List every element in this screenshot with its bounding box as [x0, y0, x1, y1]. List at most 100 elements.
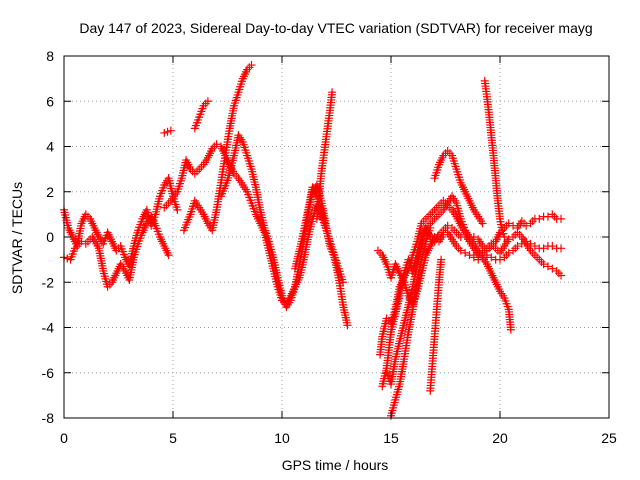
data-point	[273, 271, 282, 280]
data-point	[93, 230, 102, 239]
data-point	[111, 271, 120, 280]
data-point	[522, 237, 531, 246]
data-point	[164, 199, 173, 208]
data-point	[498, 291, 507, 300]
y-tick-label: 6	[46, 93, 54, 109]
grid-layer	[64, 56, 609, 418]
data-point	[129, 255, 138, 264]
data-point	[482, 90, 491, 99]
data-point	[432, 203, 441, 212]
data-point	[416, 222, 425, 231]
data-point	[543, 262, 552, 271]
data-point	[454, 244, 463, 253]
data-point	[246, 162, 255, 171]
data-point	[445, 149, 454, 158]
data-point	[455, 175, 464, 184]
x-tick-label: 20	[492, 430, 508, 446]
data-point	[268, 250, 277, 259]
data-point	[251, 180, 260, 189]
series-track-6	[160, 126, 175, 137]
data-point	[519, 219, 528, 228]
data-point	[237, 77, 246, 86]
data-point	[89, 221, 98, 230]
data-point	[172, 203, 181, 212]
series-track-17	[480, 76, 509, 241]
data-point	[425, 226, 434, 235]
data-point	[557, 214, 566, 223]
series-track-4	[179, 61, 256, 235]
data-point	[498, 244, 507, 253]
data-point	[403, 266, 412, 275]
data-point	[450, 239, 459, 248]
data-point	[548, 264, 557, 273]
data-point	[434, 163, 443, 172]
data-point	[497, 223, 506, 232]
data-point	[472, 248, 481, 257]
data-point	[390, 398, 399, 407]
data-point	[198, 104, 207, 113]
data-point	[399, 357, 408, 366]
data-point	[464, 235, 473, 244]
data-point	[210, 142, 219, 151]
data-point	[202, 217, 211, 226]
data-point	[381, 257, 390, 266]
data-point	[185, 213, 194, 222]
data-point	[417, 258, 426, 267]
data-point	[259, 221, 268, 230]
data-point	[425, 244, 434, 253]
data-point	[486, 266, 495, 275]
data-point	[517, 239, 526, 248]
data-point	[202, 156, 211, 165]
data-point	[237, 135, 246, 144]
data-point	[451, 162, 460, 171]
data-point	[481, 257, 490, 266]
data-point	[438, 153, 447, 162]
data-point	[450, 226, 459, 235]
data-point	[525, 244, 534, 253]
x-axis-label: GPS time / hours	[282, 457, 389, 473]
data-point	[321, 140, 330, 149]
data-point	[437, 233, 446, 241]
data-point	[377, 335, 386, 344]
data-point	[255, 203, 264, 212]
data-point	[469, 253, 478, 262]
data-point	[316, 172, 325, 181]
data-point	[503, 237, 512, 246]
data-point	[320, 221, 329, 230]
data-point	[437, 208, 446, 217]
data-point	[455, 219, 464, 228]
data-point	[159, 239, 168, 248]
data-point	[390, 308, 399, 317]
data-point	[327, 90, 336, 99]
data-point	[450, 196, 459, 205]
data-point	[398, 275, 407, 284]
data-point	[193, 201, 202, 210]
data-point	[233, 90, 242, 99]
data-point	[495, 212, 504, 221]
y-tick-label: 2	[46, 184, 54, 200]
data-point	[232, 171, 241, 180]
series-track-15	[426, 255, 446, 395]
data-point	[154, 230, 163, 239]
x-tick-label: 10	[274, 430, 290, 446]
data-point	[441, 223, 450, 232]
data-point	[511, 244, 520, 253]
data-point	[428, 208, 437, 217]
data-point	[533, 253, 542, 262]
data-point	[171, 190, 180, 199]
data-point	[75, 239, 84, 248]
data-point	[407, 253, 416, 262]
data-point	[242, 67, 251, 76]
x-tick-label: 15	[383, 430, 399, 446]
series-track-14	[387, 223, 435, 420]
data-point	[502, 221, 511, 230]
data-point	[141, 221, 150, 230]
data-point	[229, 154, 238, 163]
x-tick-label: 25	[601, 430, 617, 446]
data-point	[503, 302, 512, 311]
data-point	[424, 212, 433, 221]
data-point	[119, 264, 128, 273]
series-track-2	[60, 212, 173, 291]
data-point	[160, 128, 169, 137]
data-point	[245, 63, 254, 72]
